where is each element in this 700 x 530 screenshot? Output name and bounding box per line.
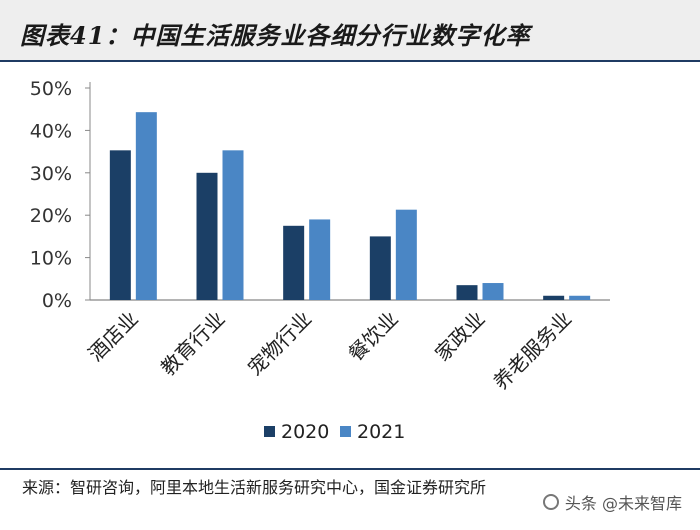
x-tick-label: 家政业 — [430, 307, 489, 366]
bar-2021-1 — [222, 150, 244, 300]
y-tick-label: 40% — [30, 120, 72, 142]
x-tick-label: 酒店业 — [83, 307, 142, 366]
source-note: 来源：智研咨询，阿里本地生活新服务研究中心，国金证券研究所 — [22, 478, 487, 497]
bar-2020-5 — [543, 295, 565, 300]
legend-label-2020: 2020 — [281, 421, 329, 443]
y-tick-label: 50% — [30, 78, 72, 100]
bar-2020-4 — [456, 285, 478, 300]
bar-2021-4 — [482, 283, 504, 300]
bar-2020-2 — [283, 225, 305, 300]
watermark-text: 头条 @未来智库 — [564, 494, 682, 513]
bar-2020-0 — [109, 150, 131, 300]
y-tick-label: 20% — [30, 205, 72, 227]
bar-2020-1 — [196, 172, 218, 300]
watermark-logo-icon — [542, 494, 559, 510]
source-divider — [0, 468, 700, 470]
legend-swatch-2020 — [264, 426, 275, 437]
watermark: 头条 @未来智库 — [542, 490, 682, 514]
chart-title: 图表41：中国生活服务业各细分行业数字化率 — [20, 21, 531, 50]
bar-2021-0 — [135, 112, 157, 300]
bar-2021-5 — [569, 295, 591, 300]
legend-label-2021: 2021 — [357, 421, 405, 443]
bar-2020-3 — [369, 236, 391, 300]
x-tick-label: 养老服务业 — [489, 307, 577, 395]
title-bar: 图表41：中国生活服务业各细分行业数字化率 — [0, 0, 700, 62]
legend-swatch-2021 — [340, 426, 351, 437]
x-tick-label: 宠物行业 — [243, 307, 317, 381]
y-tick-label: 0% — [42, 290, 72, 312]
y-tick-label: 10% — [30, 248, 72, 270]
bar-2021-2 — [309, 219, 331, 300]
x-tick-label: 餐饮业 — [343, 307, 402, 366]
bar-2021-3 — [395, 209, 417, 300]
x-tick-label: 教育行业 — [156, 307, 230, 381]
y-tick-label: 30% — [30, 163, 72, 185]
